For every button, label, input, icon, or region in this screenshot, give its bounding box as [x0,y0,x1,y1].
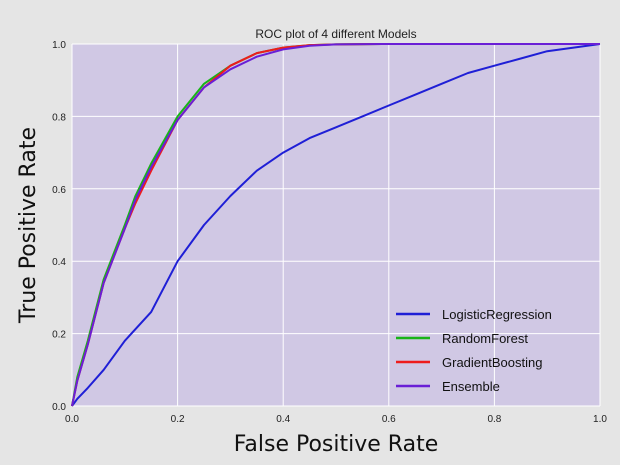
plot-area [72,44,600,406]
series-lines [71,43,601,407]
y-tick-label: 0.2 [52,330,66,341]
x-tick-label: 0.0 [65,414,79,425]
y-tick-label: 0.4 [52,257,66,268]
series-line-logisticregression [71,43,601,407]
legend-label: RandomForest [442,331,528,346]
legend: LogisticRegression RandomForest GradientBo… [396,307,552,394]
y-tick-label: 0.0 [52,402,66,413]
y-tick-label: 1.0 [52,40,66,51]
x-tick-label: 0.6 [382,414,396,425]
x-tick-label: 0.8 [487,414,501,425]
x-axis-label: False Positive Rate [234,432,438,457]
y-tick-label: 0.8 [52,112,66,123]
y-axis-label: True Positive Rate [16,127,41,324]
series-line-ensemble [71,43,600,407]
legend-label: GradientBoosting [442,355,542,370]
y-tick-labels: 0.0 0.2 0.4 0.6 0.8 1.0 [52,40,66,413]
legend-label: Ensemble [442,379,500,394]
x-tick-label: 0.2 [171,414,185,425]
gridlines [71,43,601,407]
x-tick-label: 0.4 [276,414,290,425]
x-tick-labels: 0.0 0.2 0.4 0.6 0.8 1.0 [65,414,607,425]
legend-label: LogisticRegression [442,307,552,322]
y-tick-label: 0.6 [52,185,66,196]
x-tick-label: 1.0 [593,414,607,425]
chart-title: ROC plot of 4 different Models [255,27,416,41]
